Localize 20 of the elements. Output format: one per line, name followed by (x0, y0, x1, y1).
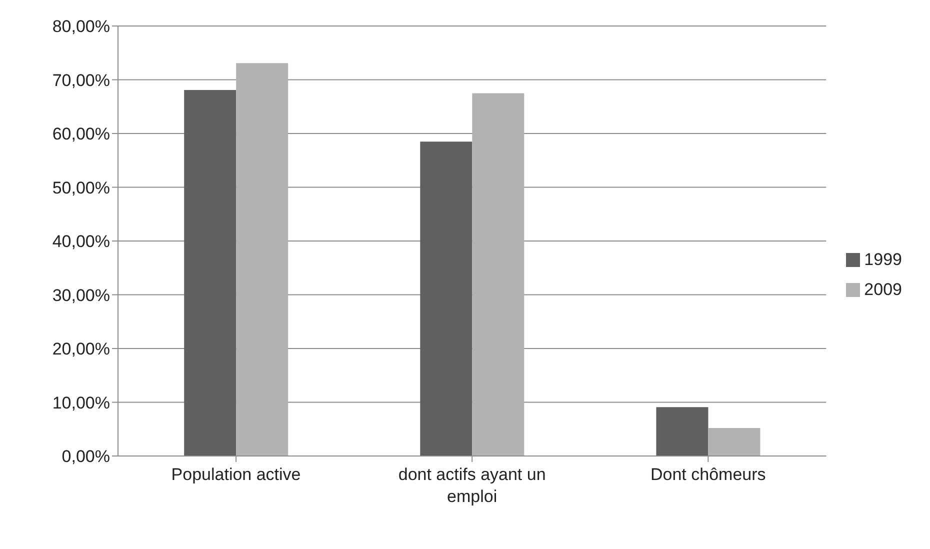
y-tick-label: 70,00% (52, 70, 110, 90)
y-tick-label: 50,00% (52, 178, 110, 198)
y-tick-label: 80,00% (52, 17, 110, 36)
bar (184, 90, 236, 456)
y-tick-label: 10,00% (52, 393, 110, 412)
x-tick-label: Dont chômeurs (650, 465, 766, 484)
bar (420, 142, 472, 456)
y-tick-label: 60,00% (52, 124, 110, 144)
bar (656, 407, 708, 456)
legend-label: 2009 (864, 280, 902, 298)
legend-label: 1999 (864, 250, 902, 268)
bar (708, 428, 760, 456)
x-tick-label: Population active (171, 465, 301, 484)
y-tick-label: 30,00% (52, 286, 110, 305)
y-tick-label: 20,00% (52, 340, 110, 359)
bar (236, 63, 288, 456)
bar (472, 93, 524, 456)
x-tick-label: dont actifs ayant un emploi (398, 465, 546, 506)
y-tick-label: 40,00% (52, 232, 110, 252)
y-tick-label: 0,00% (62, 447, 110, 466)
